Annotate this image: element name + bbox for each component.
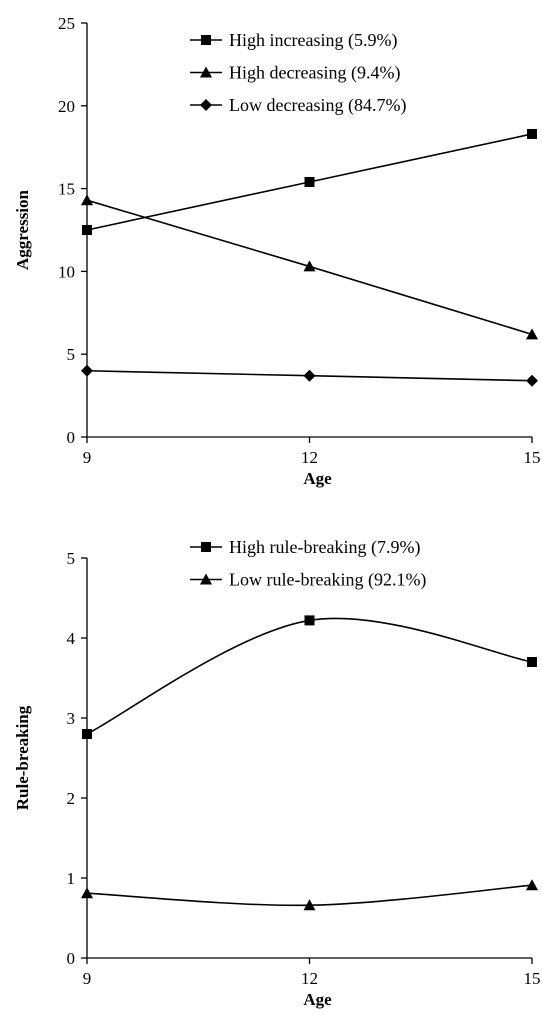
- high-rule-breaking-point: [527, 657, 537, 667]
- high-rule-breaking-point: [82, 729, 92, 739]
- x-axis-title: Age: [303, 469, 332, 488]
- legend-entry: High increasing (5.9%): [229, 30, 397, 51]
- y-tick-label: 5: [67, 345, 76, 364]
- x-axis-title: Age: [303, 990, 332, 1009]
- high-increasing-point: [304, 176, 315, 187]
- y-tick-label: 10: [58, 262, 75, 281]
- legend-entry: High decreasing (9.4%): [229, 63, 400, 84]
- y-axis-title: Rule-breaking: [13, 705, 32, 810]
- legend-entry: High rule-breaking (7.9%): [229, 537, 420, 558]
- aggression-chart: 0 5 10 15 20 25 9 12 15 Age Aggression High increas…: [13, 14, 541, 488]
- legend-entry: Low rule-breaking (92.1%): [229, 570, 426, 591]
- y-tick-label: 0: [67, 949, 76, 968]
- high-increasing-point: [527, 128, 537, 139]
- x-tick-label: 15: [524, 448, 541, 467]
- legend-marker: [201, 542, 211, 552]
- high-increasing-point: [82, 225, 92, 235]
- y-tick-label: 3: [67, 709, 76, 728]
- legend-entry: Low decreasing (84.7%): [229, 95, 406, 116]
- low-decreasing-point: [81, 364, 93, 377]
- y-tick-label: 4: [67, 629, 76, 648]
- x-tick-label: 15: [524, 969, 541, 988]
- legend-marker: [200, 99, 212, 111]
- x-tick-label: 9: [83, 969, 92, 988]
- high-rule-breaking-point: [304, 615, 315, 626]
- high-decreasing-point: [526, 328, 538, 340]
- y-tick-label: 25: [58, 14, 75, 33]
- low-decreasing-point: [303, 369, 316, 382]
- low-rule-breaking-point: [81, 887, 93, 899]
- y-axis-title: Aggression: [13, 189, 32, 270]
- legend-marker: [200, 66, 212, 78]
- y-tick-label: 20: [58, 97, 75, 116]
- y-tick-label: 1: [67, 869, 76, 888]
- y-tick-label: 0: [67, 428, 76, 447]
- high-decreasing-point: [303, 260, 316, 272]
- low-rule-breaking-point: [303, 899, 316, 911]
- low-rule-breaking-point: [526, 879, 538, 891]
- y-tick-label: 2: [67, 789, 76, 808]
- legend-marker: [200, 573, 212, 585]
- x-tick-label: 12: [301, 448, 318, 467]
- legend-marker: [201, 35, 211, 45]
- x-tick-label: 12: [301, 969, 318, 988]
- high-decreasing-point: [81, 194, 93, 206]
- y-tick-label: 5: [67, 549, 76, 568]
- high-rule-breaking-line: [86, 617, 533, 735]
- low-decreasing-point: [526, 374, 538, 387]
- y-tick-label: 15: [58, 180, 75, 199]
- x-tick-label: 9: [83, 448, 92, 467]
